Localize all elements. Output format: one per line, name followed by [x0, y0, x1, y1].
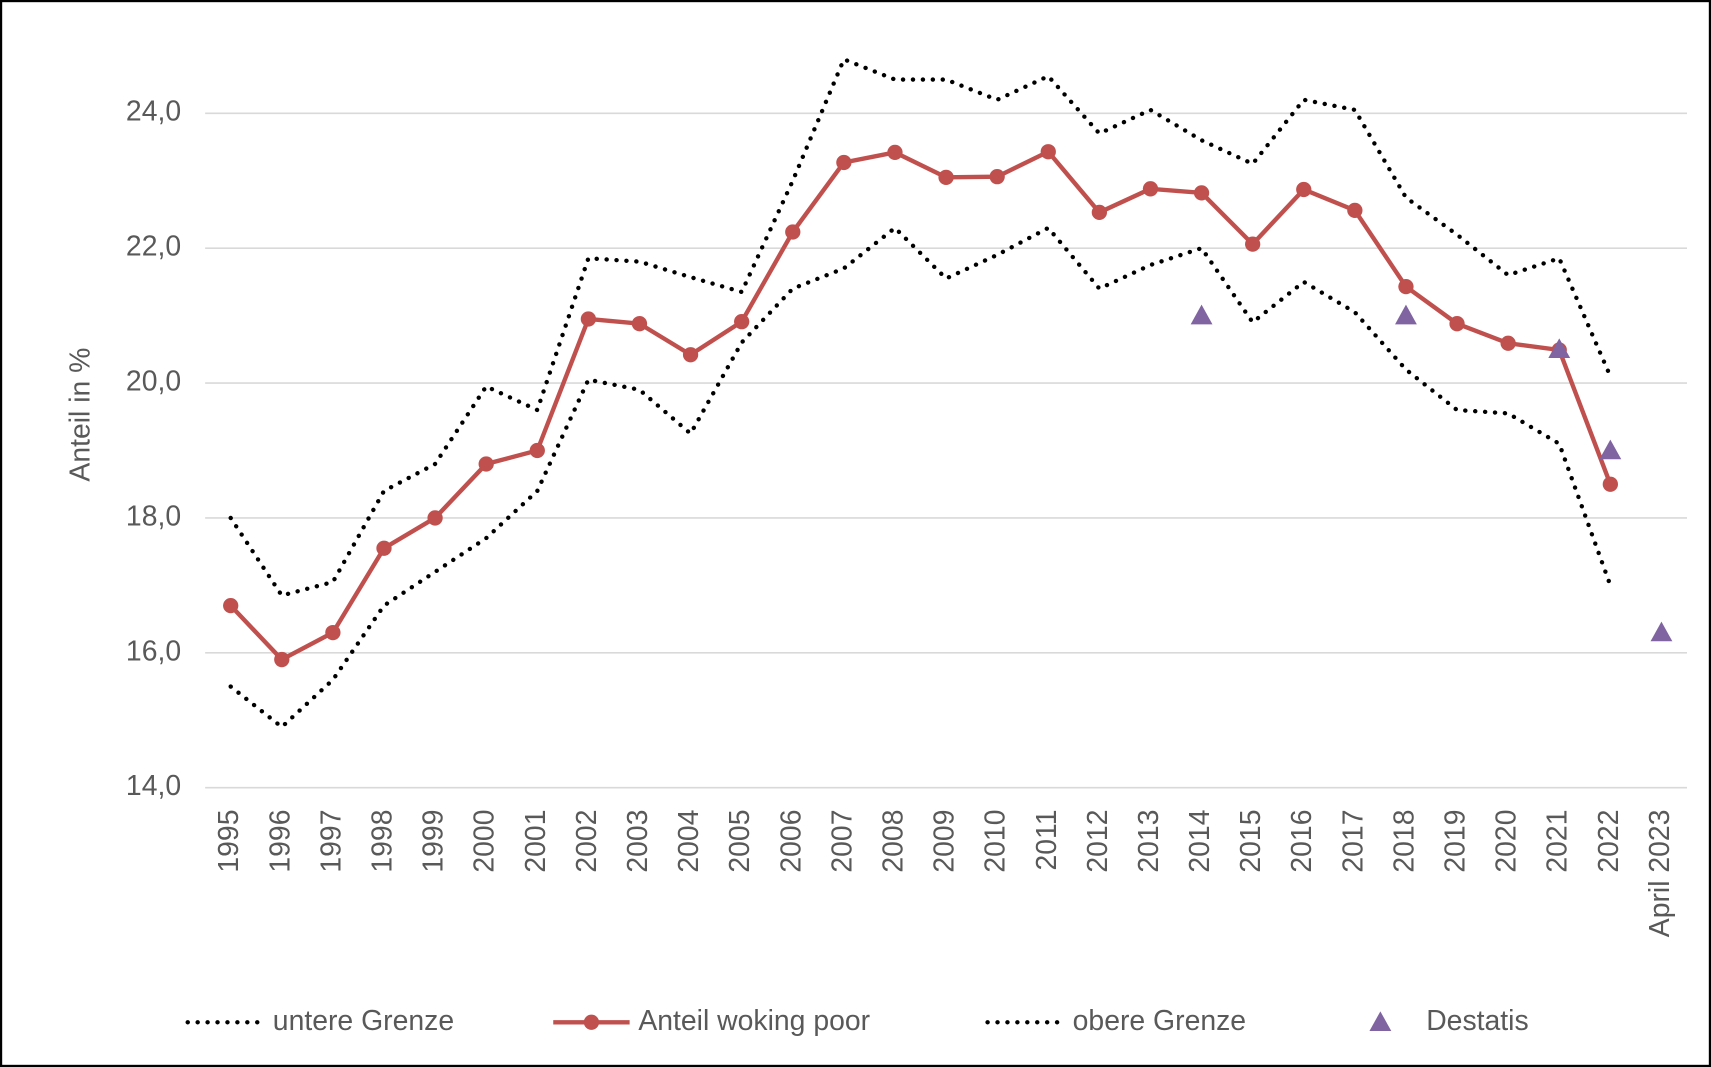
data-point — [734, 314, 750, 330]
data-point — [631, 316, 648, 332]
x-tick-label: April 2023 — [1644, 810, 1676, 938]
x-tick-label: 2010 — [980, 810, 1012, 873]
data-point — [1602, 476, 1618, 492]
data-point — [376, 540, 392, 556]
x-tick-label: 1997 — [315, 810, 347, 873]
data-point — [887, 144, 903, 161]
x-tick-label: 2019 — [1440, 810, 1472, 873]
data-point — [1449, 316, 1465, 332]
data-point — [1245, 236, 1261, 252]
x-tick-label: 2012 — [1082, 810, 1114, 873]
data-point — [1500, 335, 1516, 351]
data-point — [1347, 202, 1363, 219]
data-point — [1091, 204, 1108, 221]
data-point — [580, 311, 597, 327]
series-line — [228, 56, 1613, 598]
legend-label: obere Grenze — [1073, 1005, 1246, 1037]
x-tick-label: 2001 — [520, 810, 552, 873]
x-tick-label: 2003 — [622, 810, 654, 873]
data-point — [1650, 621, 1673, 642]
legend-label: untere Grenze — [273, 1005, 454, 1037]
y-tick-label: 14,0 — [126, 770, 181, 802]
x-tick-label: 1998 — [366, 810, 398, 873]
x-tick-label: 2007 — [826, 810, 858, 873]
y-tick-label: 20,0 — [126, 366, 181, 398]
x-tick-label: 2018 — [1388, 810, 1420, 873]
data-point — [938, 169, 954, 185]
data-point — [1599, 439, 1622, 460]
x-tick-label: 2014 — [1184, 810, 1216, 873]
x-tick-label: 2020 — [1491, 810, 1523, 873]
x-tick-label: 2008 — [877, 810, 909, 873]
data-point — [1296, 181, 1312, 198]
data-point — [478, 456, 494, 472]
data-point — [836, 154, 852, 171]
x-tick-label: 2022 — [1593, 810, 1625, 873]
data-point — [1398, 278, 1414, 295]
series-line — [229, 149, 1613, 663]
x-tick-label: 2005 — [724, 810, 756, 873]
data-point — [529, 442, 545, 459]
series-line — [228, 225, 1613, 730]
data-point — [1142, 181, 1159, 197]
legend-marker — [583, 1014, 600, 1030]
data-point — [1193, 185, 1210, 201]
x-tick-label: 2017 — [1337, 810, 1369, 873]
x-tick-label: 2006 — [775, 810, 807, 873]
data-point — [427, 510, 443, 526]
data-point — [1190, 304, 1213, 325]
x-tick-label: 2000 — [469, 810, 501, 873]
y-tick-label: 16,0 — [126, 635, 181, 667]
data-point — [325, 624, 341, 641]
x-tick-label: 2015 — [1235, 810, 1267, 873]
y-tick-label: 22,0 — [126, 231, 181, 263]
data-point — [274, 651, 290, 668]
x-tick-label: 2009 — [929, 810, 961, 873]
x-tick-label: 2011 — [1031, 810, 1063, 871]
x-tick-label: 1995 — [213, 810, 245, 873]
data-point — [1395, 304, 1417, 325]
data-point — [989, 169, 1005, 185]
legend-label: Anteil woking poor — [638, 1005, 870, 1037]
data-point — [1548, 338, 1571, 359]
legend-label: Destatis — [1426, 1005, 1528, 1037]
x-tick-label: 2016 — [1286, 810, 1318, 873]
y-tick-label: 18,0 — [126, 500, 181, 532]
legend-marker — [1369, 1011, 1392, 1031]
x-tick-label: 1999 — [418, 810, 450, 873]
data-point — [1040, 144, 1056, 160]
x-tick-label: 2002 — [571, 810, 603, 873]
data-point — [223, 597, 239, 614]
x-tick-label: 2004 — [673, 810, 705, 873]
x-tick-label: 2013 — [1133, 810, 1165, 873]
data-point — [785, 224, 801, 240]
data-point — [682, 347, 699, 363]
y-tick-label: 24,0 — [126, 96, 181, 128]
x-tick-label: 1996 — [264, 810, 296, 873]
x-tick-label: 2021 — [1542, 810, 1574, 873]
y-axis-label: Anteil in % — [64, 348, 96, 482]
